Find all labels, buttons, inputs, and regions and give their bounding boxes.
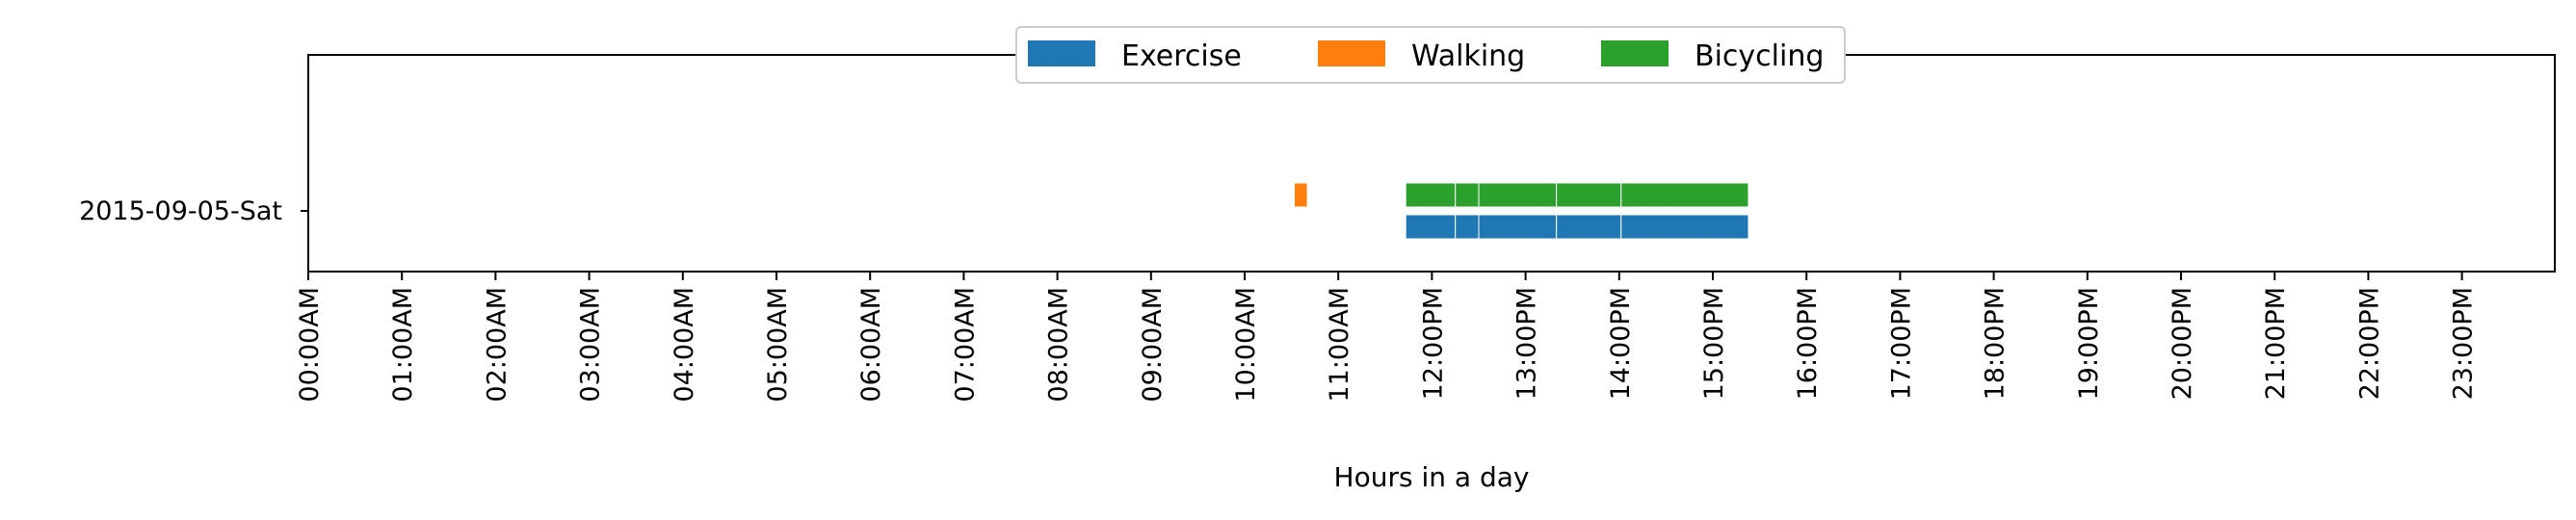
x-tick-label-11: 11:00AM bbox=[1325, 287, 1354, 403]
x-tick-label-13: 13:00PM bbox=[1512, 287, 1542, 400]
bar-bicycling-2 bbox=[1478, 182, 1558, 208]
x-axis: 00:00AM 01:00AM 02:00AM 03:00AM 04:00AM 05:00… bbox=[295, 272, 2479, 403]
x-tick-label-22: 22:00PM bbox=[2354, 287, 2384, 400]
x-tick-label-15: 15:00PM bbox=[1699, 287, 1729, 400]
x-tick-label-4: 04:00AM bbox=[670, 287, 699, 403]
bar-exercise-3 bbox=[1556, 214, 1622, 240]
x-tick-label-8: 08:00AM bbox=[1044, 287, 1074, 403]
x-tick-label-14: 14:00PM bbox=[1606, 287, 1636, 400]
legend-swatch-exercise bbox=[1028, 40, 1095, 66]
x-axis-title: Hours in a day bbox=[1334, 461, 1530, 493]
y-tick-label-0: 2015-09-05-Sat bbox=[79, 196, 282, 226]
x-tick-label-7: 07:00AM bbox=[950, 287, 980, 403]
x-tick-label-21: 21:00PM bbox=[2261, 287, 2291, 400]
bar-exercise-4 bbox=[1620, 214, 1749, 240]
x-tick-label-9: 09:00AM bbox=[1138, 287, 1168, 403]
bar-exercise-0 bbox=[1405, 214, 1457, 240]
x-tick-label-19: 19:00PM bbox=[2074, 287, 2104, 400]
bar-exercise-2 bbox=[1478, 214, 1558, 240]
x-tick-label-16: 16:00PM bbox=[1793, 287, 1823, 400]
legend: Exercise Walking Bicycling bbox=[1015, 26, 1846, 84]
legend-label-walking: Walking bbox=[1411, 39, 1525, 73]
bar-bicycling-1 bbox=[1455, 182, 1480, 208]
x-tick-label-3: 03:00AM bbox=[576, 287, 606, 403]
bar-bicycling-4 bbox=[1620, 182, 1749, 208]
x-tick-label-23: 23:00PM bbox=[2449, 287, 2479, 400]
x-tick-label-20: 20:00PM bbox=[2168, 287, 2197, 400]
bar-bicycling-3 bbox=[1556, 182, 1622, 208]
x-tick-label-17: 17:00PM bbox=[1886, 287, 1916, 400]
x-tick-label-2: 02:00AM bbox=[482, 287, 512, 403]
y-axis: 2015-09-05-Sat bbox=[79, 196, 308, 226]
legend-swatch-walking bbox=[1318, 40, 1385, 66]
bar-walking-0 bbox=[1294, 182, 1308, 208]
x-tick-label-10: 10:00AM bbox=[1231, 287, 1261, 403]
x-tick-label-18: 18:00PM bbox=[1981, 287, 2011, 400]
bars-layer bbox=[1294, 182, 1749, 240]
legend-label-exercise: Exercise bbox=[1121, 39, 1242, 73]
x-tick-label-1: 01:00AM bbox=[388, 287, 418, 403]
bar-bicycling-0 bbox=[1405, 182, 1457, 208]
x-tick-label-5: 05:00AM bbox=[763, 287, 793, 403]
x-tick-label-0: 00:00AM bbox=[295, 287, 325, 403]
x-tick-label-12: 12:00PM bbox=[1418, 287, 1448, 400]
legend-swatch-bicycling bbox=[1601, 40, 1669, 66]
bar-exercise-1 bbox=[1455, 214, 1480, 240]
legend-label-bicycling: Bicycling bbox=[1695, 39, 1824, 73]
x-tick-label-6: 06:00AM bbox=[856, 287, 886, 403]
